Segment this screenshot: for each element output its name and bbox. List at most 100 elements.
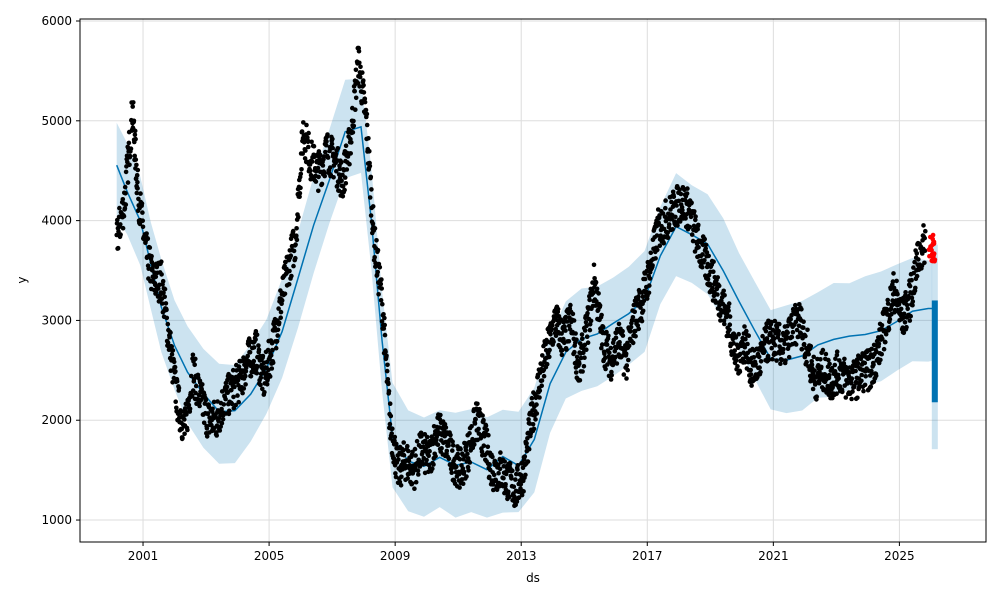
observed-point: [134, 190, 140, 196]
y-tick-label: 4000: [41, 214, 72, 228]
observed-point: [123, 202, 129, 207]
observed-point: [859, 372, 864, 378]
observed-point: [625, 367, 630, 373]
observed-point: [376, 292, 381, 297]
observed-point: [702, 236, 707, 242]
observed-point: [726, 304, 731, 310]
observed-point: [248, 374, 254, 379]
observed-point: [168, 330, 173, 335]
observed-point: [364, 122, 370, 128]
observed-point: [580, 336, 585, 342]
observed-point: [522, 454, 528, 459]
observed-point: [340, 184, 346, 189]
observed-point: [309, 159, 315, 164]
observed-point: [450, 439, 455, 444]
observed-point: [385, 362, 390, 368]
observed-point: [125, 180, 131, 185]
observed-point: [700, 264, 705, 270]
observed-point: [771, 336, 777, 341]
observed-point: [469, 424, 474, 429]
observed-point: [648, 250, 654, 256]
observed-point: [687, 224, 693, 230]
observed-point: [243, 382, 248, 387]
observed-point: [903, 290, 908, 295]
observed-point: [454, 464, 459, 470]
observed-point: [873, 373, 879, 379]
observed-point: [578, 355, 584, 361]
observed-point: [785, 323, 790, 329]
observed-point: [805, 327, 810, 333]
observed-point: [745, 341, 750, 347]
grid: [80, 19, 986, 542]
observed-point: [503, 482, 508, 487]
observed-point: [711, 269, 716, 275]
observed-point: [608, 345, 614, 351]
observed-point: [768, 330, 773, 336]
observed-point: [362, 99, 368, 105]
observed-point: [448, 432, 453, 438]
observed-point: [313, 179, 319, 184]
observed-point: [749, 383, 754, 388]
observed-point: [221, 402, 227, 407]
observed-point: [424, 457, 429, 463]
observed-point: [372, 254, 378, 260]
observed-point: [182, 431, 187, 437]
observed-point: [561, 336, 566, 342]
observed-point: [382, 332, 388, 338]
recent-observed-point: [929, 254, 935, 259]
observed-point: [849, 396, 854, 402]
observed-point: [185, 427, 190, 433]
observed-point: [574, 337, 579, 343]
observed-point: [278, 309, 284, 315]
observed-point: [789, 312, 794, 318]
observed-point: [515, 463, 521, 468]
observed-point: [382, 315, 387, 321]
observed-point: [855, 395, 860, 401]
observed-point: [251, 345, 257, 350]
observed-point: [902, 320, 908, 325]
observed-point: [117, 205, 122, 211]
observed-point: [670, 227, 675, 232]
observed-point: [491, 487, 496, 493]
observed-point: [582, 355, 587, 361]
observed-point: [204, 426, 210, 431]
observed-point: [587, 327, 593, 333]
observed-point: [599, 345, 604, 351]
observed-point: [483, 423, 489, 429]
observed-point: [607, 350, 612, 356]
observed-point: [711, 293, 717, 299]
observed-point: [751, 355, 757, 360]
observed-point: [374, 238, 379, 243]
observed-point: [247, 350, 253, 355]
observed-point: [726, 301, 732, 306]
observed-point: [776, 332, 781, 337]
observed-point: [921, 223, 926, 228]
observed-point: [420, 461, 426, 467]
observed-point: [353, 95, 359, 101]
observed-point: [127, 153, 133, 159]
observed-point: [219, 420, 225, 426]
observed-point: [286, 282, 292, 287]
observed-point: [305, 139, 311, 144]
observed-point: [484, 427, 490, 433]
observed-point: [688, 214, 694, 220]
observed-point: [467, 460, 473, 465]
observed-point: [309, 139, 314, 145]
observed-point: [384, 353, 389, 359]
observed-point: [529, 395, 535, 401]
observed-point: [905, 306, 910, 312]
observed-point: [382, 322, 388, 328]
observed-point: [523, 472, 528, 478]
observed-point: [379, 319, 385, 324]
observed-point: [367, 163, 373, 169]
observed-point: [613, 335, 619, 341]
observed-point: [316, 174, 321, 180]
observed-point: [910, 299, 916, 304]
observed-point: [733, 358, 739, 363]
observed-point: [810, 386, 816, 392]
observed-point: [457, 456, 463, 462]
observed-point: [153, 289, 159, 295]
observed-point: [465, 451, 470, 457]
observed-point: [836, 376, 841, 381]
observed-point: [377, 265, 383, 270]
